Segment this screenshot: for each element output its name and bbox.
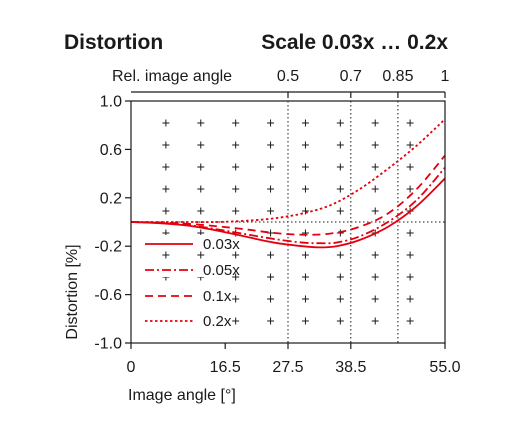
legend-label-0.05x: 0.05x xyxy=(203,262,240,279)
x-tick-label: 27.5 xyxy=(272,359,303,376)
top-tick-label: 1 xyxy=(441,68,450,85)
y-tick-label: 1.0 xyxy=(100,94,122,111)
chart-subtitle: Scale 0.03x … 0.2x xyxy=(261,31,448,54)
y-tick-label: -0.6 xyxy=(94,287,122,304)
top-tick-label: 0.7 xyxy=(340,68,362,85)
y-tick-label: 0.6 xyxy=(100,142,122,159)
legend: 0.03x 0.05x 0.1x 0.2x xyxy=(143,235,240,330)
y-tick-label: 0.2 xyxy=(100,190,122,207)
top-tick-label: 0.85 xyxy=(382,68,413,85)
legend-background xyxy=(143,261,226,277)
x-tick-label: 55.0 xyxy=(429,359,460,376)
series-line-0.2x xyxy=(131,118,446,223)
top-axis-label: Rel. image angle xyxy=(112,68,232,85)
x-tick-label: 38.5 xyxy=(335,359,366,376)
legend-background xyxy=(143,312,226,328)
legend-label-0.03x: 0.03x xyxy=(203,236,240,253)
y-axis-title: Distortion [%] xyxy=(64,244,81,339)
x-axis-title: Image angle [°] xyxy=(128,387,236,404)
axes: 1.0 0.6 0.2 -0.2 -0.6 -1.0 0 16.5 27.5 38.5 55.0 0.… xyxy=(94,68,460,376)
legend-background xyxy=(143,235,226,251)
x-tick-label: 0 xyxy=(127,359,136,376)
y-tick-label: -0.2 xyxy=(94,239,122,256)
top-tick-label: 0.5 xyxy=(277,68,299,85)
series-lines xyxy=(130,118,446,249)
legend-label-0.2x: 0.2x xyxy=(203,313,232,330)
legend-background xyxy=(143,287,226,303)
x-tick-label: 16.5 xyxy=(210,359,241,376)
series-line-0.05x xyxy=(130,166,446,245)
legend-label-0.1x: 0.1x xyxy=(203,288,232,305)
series-line-0.1x xyxy=(130,154,446,236)
chart-title: Distortion xyxy=(64,31,163,54)
y-tick-label: -1.0 xyxy=(94,336,122,353)
